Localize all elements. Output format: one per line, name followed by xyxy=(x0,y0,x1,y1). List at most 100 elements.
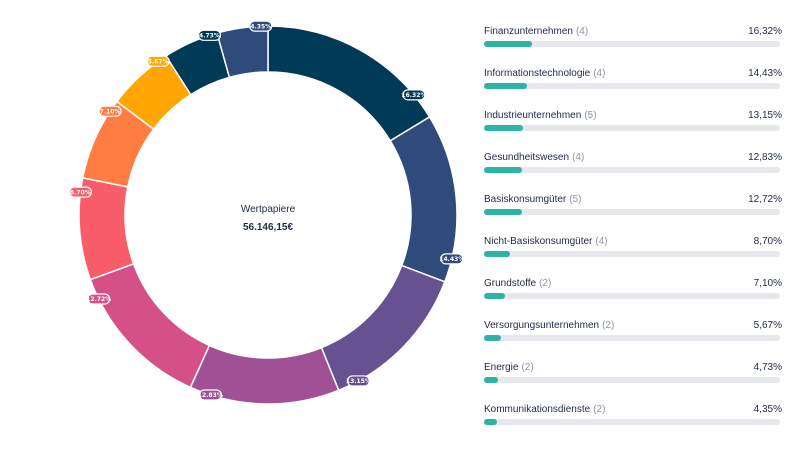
legend-bar-track xyxy=(484,293,780,299)
donut-slice-industrieunternehmen[interactable] xyxy=(320,264,446,392)
legend-item-count: (4) xyxy=(595,235,608,247)
legend-item[interactable]: Gesundheitswesen (4) 12,83% xyxy=(484,150,782,192)
legend-bar-fill xyxy=(484,41,533,47)
slice-badge-label: 7.10% xyxy=(100,108,121,115)
legend-item-header: Nicht-Basiskonsumgüter (4) 8,70% xyxy=(484,234,782,248)
legend-item-title: Industrieunternehmen (5) xyxy=(484,110,597,121)
legend-bar-track xyxy=(484,419,780,425)
legend-bar-track xyxy=(484,251,780,257)
legend-item-name: Energie xyxy=(484,361,519,373)
legend-item-count: (2) xyxy=(602,319,615,331)
center-title: Wertpapiere xyxy=(241,204,296,215)
slice-badge-label: 4.35% xyxy=(250,23,271,30)
slice-badge-label: 16.32% xyxy=(401,92,426,99)
slice-badge-label: 5.67% xyxy=(148,58,169,65)
legend-bar-fill xyxy=(484,209,522,215)
donut-chart: 16.32% 14.43% 13.15% 12.83% 12.72% 8.70% 7.10%… xyxy=(68,20,464,405)
legend-item-title: Informationstechnologie (4) xyxy=(484,68,605,79)
legend-item-header: Kommunikationsdienste (2) 4,35% xyxy=(484,402,782,416)
legend-item-title: Basiskonsumgüter (5) xyxy=(484,194,582,205)
slice-badge-label: 8.70% xyxy=(70,189,91,196)
legend-item-header: Informationstechnologie (4) 14,43% xyxy=(484,66,782,80)
legend-bar-fill xyxy=(484,83,527,89)
slice-badge-bg xyxy=(197,29,222,41)
donut-slice-basiskonsumgüter[interactable] xyxy=(89,262,211,389)
legend-item[interactable]: Basiskonsumgüter (5) 12,72% xyxy=(484,192,782,234)
slice-badge-bg xyxy=(146,55,170,67)
legend-bar-fill xyxy=(484,419,497,425)
legend-item[interactable]: Nicht-Basiskonsumgüter (4) 8,70% xyxy=(484,234,782,276)
legend-bar-fill xyxy=(484,293,506,299)
legend-bar-track xyxy=(484,377,780,383)
legend-item[interactable]: Versorgungsunternehmen (2) 5,67% xyxy=(484,318,782,360)
slice-badge-label: 12.72% xyxy=(86,296,111,303)
slice-badge: 5.67% xyxy=(146,55,170,67)
legend-item-header: Industrieunternehmen (5) 13,15% xyxy=(484,108,782,122)
slice-badge: 4.73% xyxy=(197,29,222,41)
legend-bar-track xyxy=(484,209,780,215)
legend-item-percent: 7,10% xyxy=(753,277,782,289)
legend-item-name: Finanzunternehmen xyxy=(484,25,573,37)
slice-badge-label: 13.15% xyxy=(346,378,371,385)
legend-bar-fill xyxy=(484,251,510,257)
legend-item-count: (4) xyxy=(593,67,606,79)
legend-item[interactable]: Finanzunternehmen (4) 16,32% xyxy=(484,24,782,66)
slice-badge: 13.15% xyxy=(346,375,371,387)
legend-item-percent: 12,72% xyxy=(748,193,782,205)
legend-item-name: Informationstechnologie xyxy=(484,67,591,79)
legend-item-title: Kommunikationsdienste (2) xyxy=(484,404,605,415)
slice-badge-bg xyxy=(87,293,111,305)
legend-item-title: Versorgungsunternehmen (2) xyxy=(484,320,614,331)
legend-item-header: Energie (2) 4,73% xyxy=(484,360,782,374)
legend-item[interactable]: Grundstoffe (2) 7,10% xyxy=(484,276,782,318)
legend-item[interactable]: Energie (2) 4,73% xyxy=(484,360,782,402)
legend-bar-fill xyxy=(484,335,501,341)
legend-item[interactable]: Informationstechnologie (4) 14,43% xyxy=(484,66,782,108)
legend-item-title: Nicht-Basiskonsumgüter (4) xyxy=(484,236,608,247)
slice-badge: 14.43% xyxy=(439,253,464,265)
legend-item-name: Gesundheitswesen xyxy=(484,151,570,163)
slice-badge: 4.35% xyxy=(249,20,273,32)
legend-bar-fill xyxy=(484,125,523,131)
legend-item-name: Kommunikationsdienste xyxy=(484,403,591,415)
legend-item-percent: 5,67% xyxy=(753,319,782,331)
legend-item-name: Nicht-Basiskonsumgüter xyxy=(484,235,593,247)
slice-badge-bg xyxy=(249,20,273,32)
slice-badge: 16.32% xyxy=(401,89,426,101)
legend-item-header: Finanzunternehmen (4) 16,32% xyxy=(484,24,782,38)
legend-bar-fill xyxy=(484,167,522,173)
legend-item-header: Versorgungsunternehmen (2) 5,67% xyxy=(484,318,782,332)
legend-item-title: Energie (2) xyxy=(484,362,534,373)
slice-badge: 7.10% xyxy=(98,105,122,117)
legend-item-count: (2) xyxy=(539,277,552,289)
donut-slice-kommunikationsdienste[interactable] xyxy=(216,25,269,79)
legend-item-percent: 4,73% xyxy=(753,361,782,373)
legend-item-name: Basiskonsumgüter xyxy=(484,193,567,205)
legend-list: Finanzunternehmen (4) 16,32% Informations… xyxy=(484,24,782,444)
slice-badge-label: 4.73% xyxy=(199,32,220,39)
legend-item-name: Industrieunternehmen xyxy=(484,109,582,121)
slice-badge-bg xyxy=(68,186,92,198)
slice-badge-bg xyxy=(346,375,371,387)
legend-item-count: (2) xyxy=(593,403,606,415)
legend-item-count: (4) xyxy=(575,25,589,37)
slice-badge-bg xyxy=(98,105,122,117)
legend-item-header: Gesundheitswesen (4) 12,83% xyxy=(484,150,782,164)
slice-badge: 12.72% xyxy=(86,293,111,305)
legend-item-percent: 13,15% xyxy=(748,109,782,121)
legend-bar-track xyxy=(484,335,780,341)
legend-item[interactable]: Industrieunternehmen (5) 13,15% xyxy=(484,108,782,150)
legend-item-count: (2) xyxy=(521,361,534,373)
slice-badge-bg xyxy=(198,389,222,401)
legend-item-title: Finanzunternehmen (4) xyxy=(484,26,588,37)
legend-item-count: (5) xyxy=(569,193,582,205)
legend-item-header: Grundstoffe (2) 7,10% xyxy=(484,276,782,290)
slice-badge-bg xyxy=(402,89,426,101)
legend-item-title: Grundstoffe (2) xyxy=(484,278,551,289)
legend-item-percent: 16,32% xyxy=(748,25,782,37)
donut-slice-finanzunternehmen[interactable] xyxy=(267,25,431,142)
legend-item-percent: 8,70% xyxy=(753,235,782,247)
legend-item-name: Versorgungsunternehmen xyxy=(484,319,600,331)
legend-item-percent: 4,35% xyxy=(753,403,782,415)
legend-item[interactable]: Kommunikationsdienste (2) 4,35% xyxy=(484,402,782,444)
